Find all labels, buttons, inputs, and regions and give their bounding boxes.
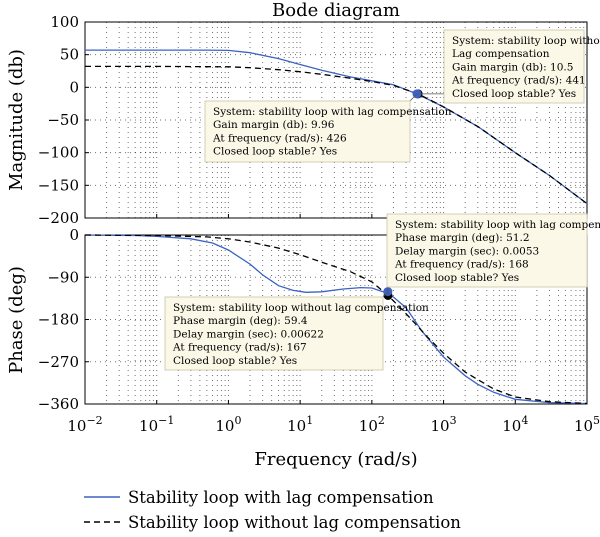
phase-series — [84, 234, 588, 405]
annotation-line: Phase margin (deg): 59.4 — [173, 315, 308, 327]
y-tick-label: 100 — [50, 13, 79, 31]
annotation-line: Delay margin (sec): 0.0053 — [395, 245, 539, 257]
y-tick-label: −90 — [47, 268, 79, 286]
annotation-line: At frequency (rad/s): 167 — [172, 342, 307, 354]
y-tick-label: −200 — [38, 209, 79, 227]
phase-y-tick-labels: 0 −90 −180 −270 −360 — [38, 226, 89, 413]
y-tick-label: −270 — [38, 353, 79, 371]
legend-label: Stability loop with lag compensation — [128, 488, 434, 507]
x-tick-label: 101 — [287, 414, 313, 435]
annotation-line: System: stability loop with lag compensa… — [395, 219, 600, 231]
legend: Stability loop with lag compensation Stab… — [84, 488, 461, 532]
series-without-lag-line — [85, 65, 588, 205]
annotation-connector — [409, 93, 418, 102]
x-tick-label: 10−1 — [139, 414, 174, 435]
annotation-line: At frequency (rad/s): 426 — [212, 132, 347, 144]
annotation-box — [204, 100, 411, 163]
x-tick-label: 102 — [359, 414, 385, 435]
chart-title: Bode diagram — [272, 0, 400, 21]
y-tick-label: 0 — [69, 226, 79, 244]
magnitude-y-tick-labels: 100 50 0 −50 −100 −150 −200 — [38, 13, 89, 227]
annotation-line: System: stability loop without lag compe… — [173, 302, 429, 314]
x-tick-label: 103 — [431, 414, 457, 435]
y-tick-label: −100 — [38, 144, 79, 162]
y-tick-label: 0 — [69, 78, 79, 96]
annotation-line: Phase margin (deg): 51.2 — [395, 232, 530, 244]
y-tick-label: −360 — [38, 395, 79, 413]
magnitude-series — [85, 49, 588, 205]
phase-axis-title: Phase (deg) — [6, 266, 27, 374]
series-with-lag-line — [84, 234, 588, 405]
annotation-line: Closed loop stable? Yes — [213, 146, 337, 158]
annotation-line: System: stability loop without — [452, 35, 600, 47]
annotation-line: Closed loop stable? Yes — [452, 88, 576, 100]
annotation-box — [164, 296, 384, 371]
x-tick-label: 104 — [502, 414, 528, 435]
annotation-line: Gain margin (db): 9.96 — [213, 119, 335, 131]
series-without-lag-line — [84, 234, 588, 405]
annotation-box — [386, 213, 588, 288]
annotation-line: Lag compensation — [452, 48, 550, 60]
annotation-line: Closed loop stable? Yes — [173, 355, 297, 367]
x-tick-label: 105 — [574, 414, 600, 435]
annotation-line: Delay margin (sec): 0.00622 — [173, 328, 324, 340]
annotation-line: At frequency (rad/s): 168 — [394, 259, 529, 271]
frequency-x-tick-labels: 10−2 10−1 100 101 102 103 104 105 — [67, 214, 600, 435]
annotation-line: At frequency (rad/s): 441 — [451, 75, 586, 87]
annotation-line: Closed loop stable? Yes — [395, 272, 519, 284]
y-tick-label: −50 — [47, 111, 79, 129]
y-tick-label: −150 — [38, 176, 79, 194]
x-tick-label: 100 — [215, 414, 241, 435]
annotation-connector — [382, 291, 389, 298]
annotation-line: System: stability loop with lag compensa… — [213, 106, 452, 118]
magnitude-axis-title: Magnitude (db) — [6, 49, 27, 191]
annotation-line: Gain margin (db): 10.5 — [452, 61, 573, 73]
annotation-box — [443, 29, 585, 104]
frequency-axis-title: Frequency (rad/s) — [254, 449, 417, 470]
series-with-lag-line — [85, 49, 588, 205]
x-tick-label: 10−2 — [67, 414, 102, 435]
legend-label: Stability loop without lag compensation — [128, 513, 461, 532]
y-tick-label: 50 — [60, 46, 79, 64]
y-tick-label: −180 — [38, 311, 79, 329]
